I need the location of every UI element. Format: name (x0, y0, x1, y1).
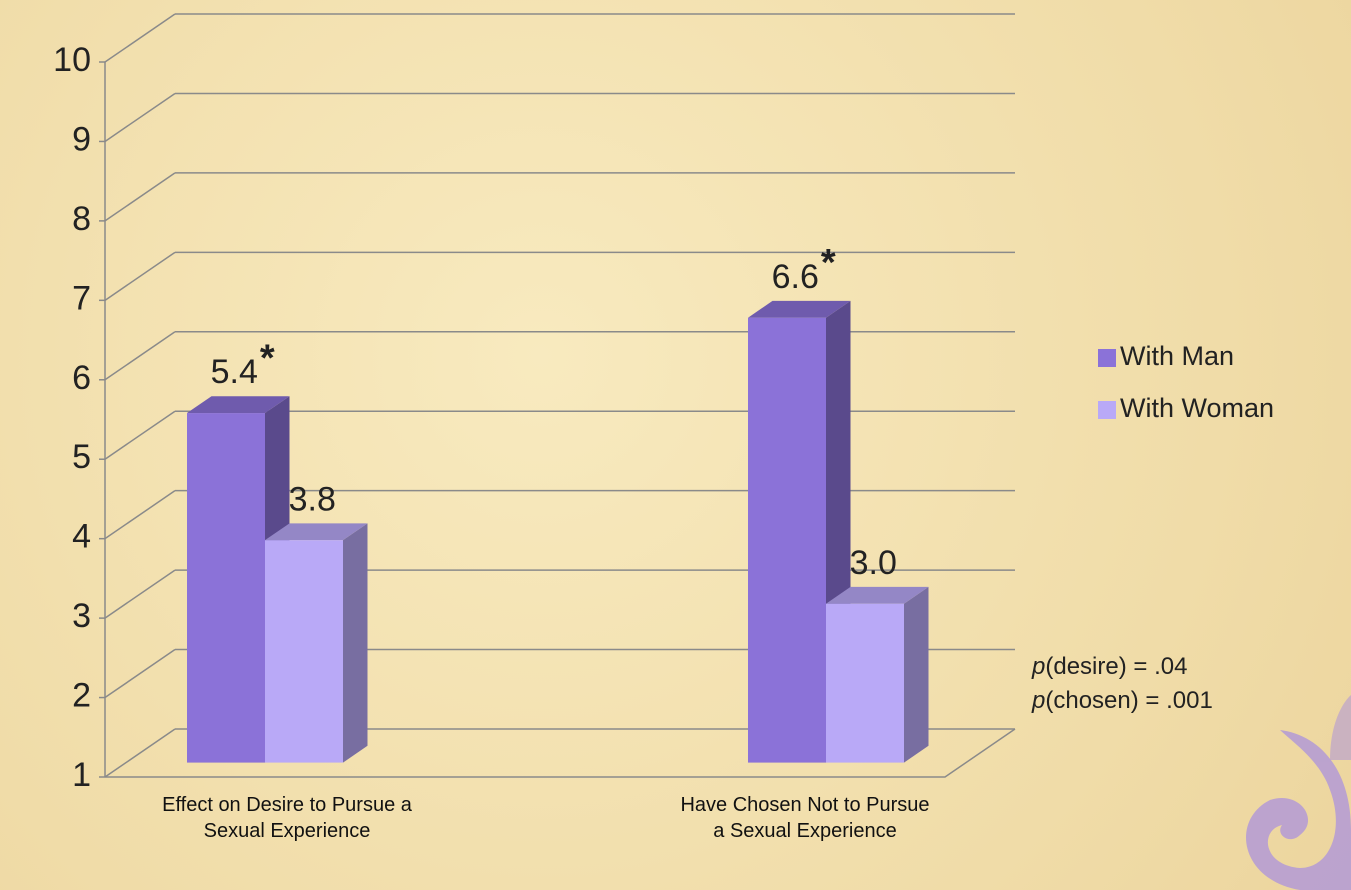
bar-side (343, 523, 368, 763)
grid-line-side (104, 410, 176, 460)
bar-side (904, 586, 929, 763)
y-tick-label: 4 (72, 518, 91, 556)
bar-top (826, 586, 929, 604)
legend-label: With Man (1120, 341, 1234, 371)
value-label: 5.4 (211, 353, 258, 391)
ornament (1246, 695, 1351, 890)
y-tick-label: 9 (72, 120, 91, 158)
bar (748, 317, 826, 763)
legend-label: With Woman (1120, 393, 1274, 423)
x-tick-label: Effect on Desire to Pursue a Sexual Expe… (162, 794, 412, 842)
floor (105, 728, 1016, 778)
y-tick-label: 8 (72, 200, 91, 238)
grid-line-side (104, 251, 176, 301)
value-label: 3.0 (850, 544, 897, 582)
bar (265, 540, 343, 763)
grid-line-side (104, 13, 176, 63)
p-value-note: p(desire) = .04 (1031, 653, 1187, 680)
bar-top (187, 396, 290, 414)
grid-line-side (104, 490, 176, 540)
grid-line-side (104, 331, 176, 381)
y-tick-label: 1 (72, 756, 91, 794)
value-label: 3.8 (289, 480, 336, 518)
legend-swatch (1098, 401, 1116, 419)
significance-mark: * (821, 242, 836, 284)
bar (187, 413, 265, 763)
legend-swatch (1098, 349, 1116, 367)
bar (826, 603, 904, 763)
y-tick-label: 5 (72, 438, 91, 476)
p-value-note: p(chosen) = .001 (1031, 687, 1213, 714)
grid-line-side (104, 172, 176, 222)
grid-line-side (104, 569, 176, 619)
x-tick-label: Have Chosen Not to Pursue a Sexual Exper… (680, 794, 930, 842)
y-tick-label: 10 (53, 41, 91, 79)
y-tick-label: 7 (72, 279, 91, 317)
y-tick-label: 6 (72, 359, 91, 397)
bar-top (748, 300, 851, 318)
y-tick-label: 3 (72, 597, 91, 635)
grid-line-side (104, 648, 176, 699)
y-tick-label: 2 (72, 677, 91, 715)
bar-top (265, 523, 368, 541)
significance-mark: * (260, 337, 275, 379)
value-label: 6.6 (772, 258, 819, 296)
grid-line-side (104, 92, 176, 143)
grid-line-side (104, 728, 176, 778)
